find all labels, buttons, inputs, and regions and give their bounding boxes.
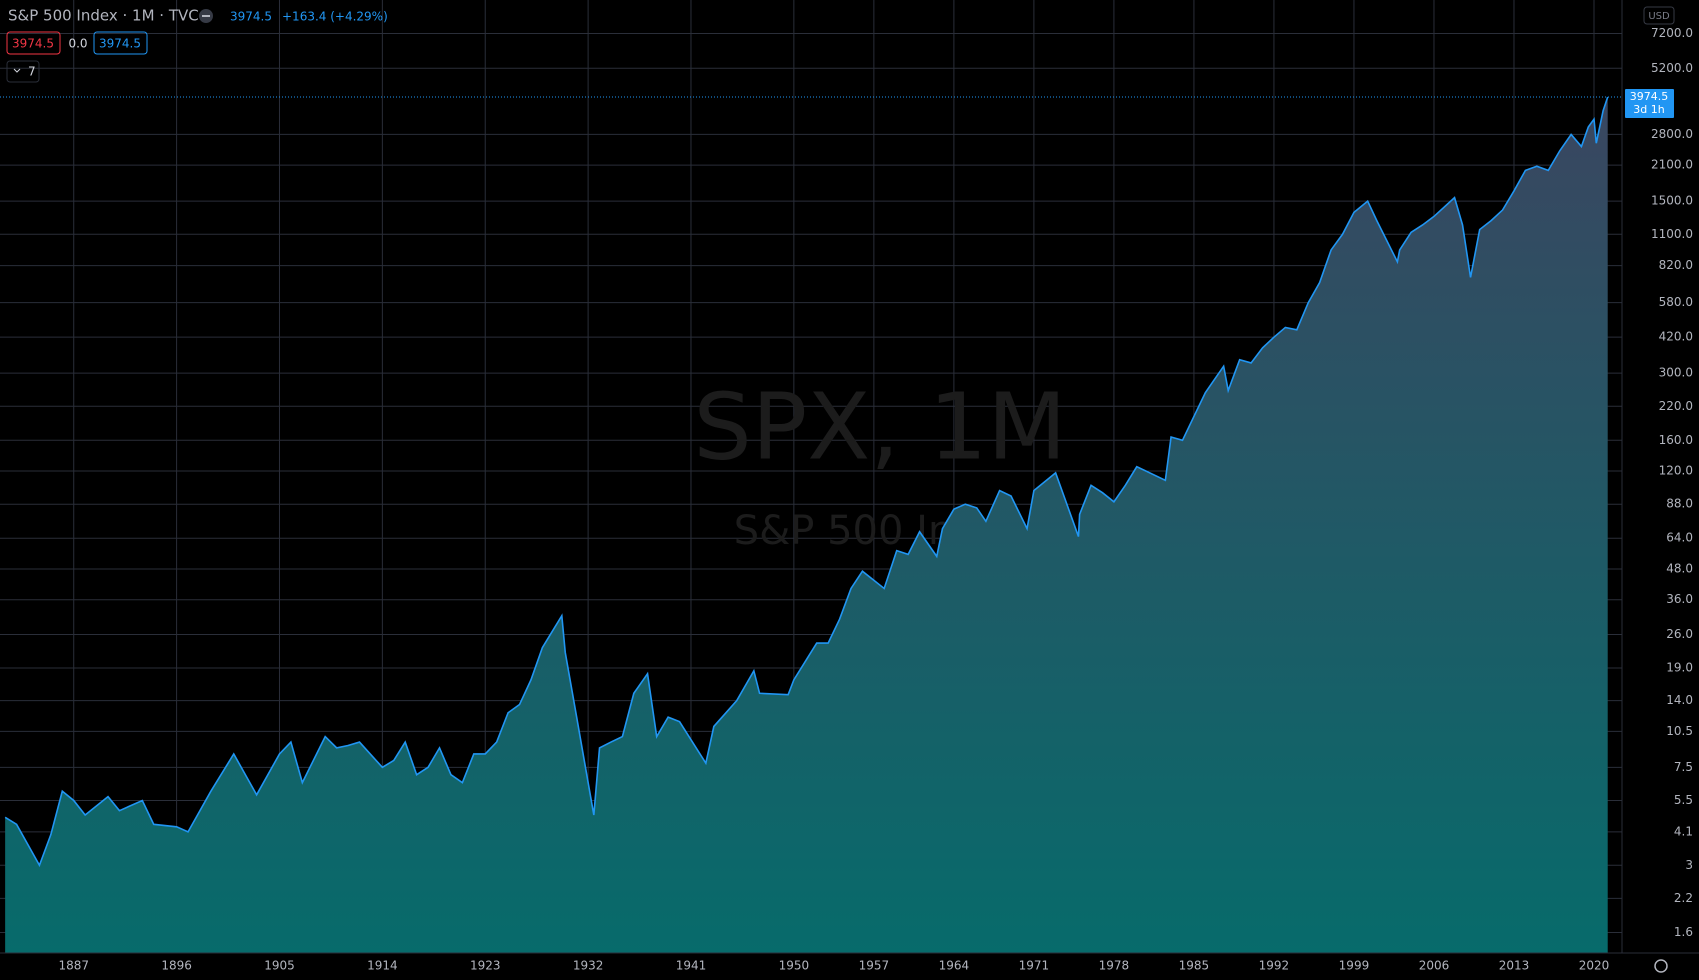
area-fill [5,96,1608,953]
sell-price: 3974.5 [12,37,54,51]
x-tick-label: 1932 [573,959,604,973]
watermark: SPX, 1M [693,373,1066,480]
last-price-box [1625,88,1674,118]
settings-icon[interactable] [1654,959,1668,973]
x-tick-label: 2013 [1499,959,1530,973]
y-tick-label: 88.0 [1666,497,1693,511]
y-tick-label: 7200.0 [1651,26,1693,40]
buy-box[interactable] [93,31,148,55]
indicator-count: 7 [28,65,36,79]
y-tick-label: 220.0 [1659,399,1693,413]
header-price: 3974.5 [230,10,272,24]
x-tick-label: 1957 [859,959,890,973]
x-tick-label: 1992 [1259,959,1290,973]
y-tick-label: 14.0 [1666,693,1693,707]
y-tick-label: 2800.0 [1651,127,1693,141]
y-tick-label: 2.2 [1674,891,1693,905]
y-tick-label: 820.0 [1659,258,1693,272]
x-tick-label: 1964 [939,959,970,973]
x-tick-label: 1950 [779,959,810,973]
buy-price: 3974.5 [99,37,141,51]
y-tick-label: 300.0 [1659,366,1693,380]
y-tick-label: 5200.0 [1651,61,1693,75]
x-tick-label: 1887 [58,959,89,973]
y-tick-label: 64.0 [1666,531,1693,545]
symbol-title: S&P 500 Index · 1M · TVC [8,7,199,25]
x-tick-label: 1971 [1019,959,1050,973]
x-tick-label: 1999 [1339,959,1370,973]
x-tick-label: 2020 [1579,959,1610,973]
x-tick-label: 1985 [1179,959,1210,973]
x-tick-label: 1914 [367,959,398,973]
y-tick-label: 580.0 [1659,295,1693,309]
x-tick-label: 1923 [470,959,501,973]
countdown: 3d 1h [1633,103,1664,116]
indicator-toggle[interactable] [6,60,40,83]
y-tick-label: 1.6 [1674,925,1693,939]
y-tick-label: 2100.0 [1651,158,1693,172]
x-tick-label: 1978 [1099,959,1130,973]
y-tick-label: 19.0 [1666,661,1693,675]
price-line [4,96,1609,868]
sell-box[interactable] [6,31,61,55]
y-tick-label: 48.0 [1666,561,1693,575]
x-tick-label: 2006 [1419,959,1450,973]
y-tick-label: 3 [1685,858,1693,872]
y-tick-label: 1100.0 [1651,227,1693,241]
x-tick-label: 1905 [264,959,295,973]
y-tick-label: 120.0 [1659,464,1693,478]
y-tick-label: 36.0 [1666,592,1693,606]
chevron [13,68,21,73]
spread: 0.0 [68,37,87,51]
y-tick-label: 1500.0 [1651,194,1693,208]
y-tick-label: 26.0 [1666,627,1693,641]
last-price-label: 3974.5 [1630,90,1669,103]
y-tick-label: 420.0 [1659,330,1693,344]
header-change: +163.4 (+4.29%) [282,10,388,24]
currency: USD [1648,11,1670,22]
x-tick-label: 1896 [161,959,192,973]
x-tick-label: 1941 [676,959,707,973]
y-tick-label: 4.1 [1674,824,1693,838]
y-tick-label: 7.5 [1674,760,1693,774]
y-tick-label: 160.0 [1659,433,1693,447]
currency-box[interactable] [1643,6,1675,25]
y-tick-label: 10.5 [1666,724,1693,738]
y-tick-label: 5.5 [1674,793,1693,807]
